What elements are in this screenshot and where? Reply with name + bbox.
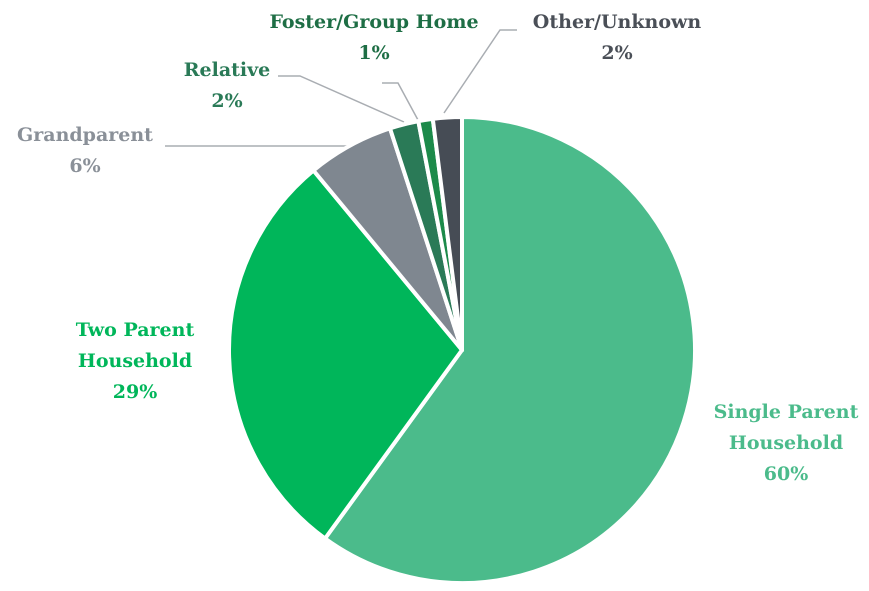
pie-slice xyxy=(323,115,697,585)
pie-slice xyxy=(430,115,464,352)
percent-label: 1% xyxy=(358,42,390,64)
leader-line xyxy=(443,29,517,114)
percent-label: 2% xyxy=(211,90,243,112)
pie-slice xyxy=(227,168,464,541)
leader-line xyxy=(382,82,419,121)
slice-label: Foster/Group Home 1% xyxy=(244,7,504,69)
leader-line xyxy=(278,75,405,123)
slice-label: Grandparent 6% xyxy=(0,120,170,182)
slice-label: Two Parent Household 29% xyxy=(55,315,215,408)
category-name: Two Parent Household xyxy=(75,319,195,372)
percent-label: 6% xyxy=(69,155,101,177)
percent-label: 2% xyxy=(601,42,633,64)
category-name: Foster/Group Home xyxy=(269,11,479,33)
category-name: Grandparent xyxy=(17,124,153,146)
category-name: Relative xyxy=(183,59,271,81)
category-name: Other/Unknown xyxy=(532,11,702,33)
slice-label: Other/Unknown 2% xyxy=(507,7,727,69)
slice-label: Relative 2% xyxy=(167,55,287,117)
slice-label: Single Parent Household 60% xyxy=(691,397,869,490)
percent-label: 60% xyxy=(763,463,809,485)
category-name: Single Parent Household xyxy=(713,401,859,454)
percent-label: 29% xyxy=(112,381,158,403)
